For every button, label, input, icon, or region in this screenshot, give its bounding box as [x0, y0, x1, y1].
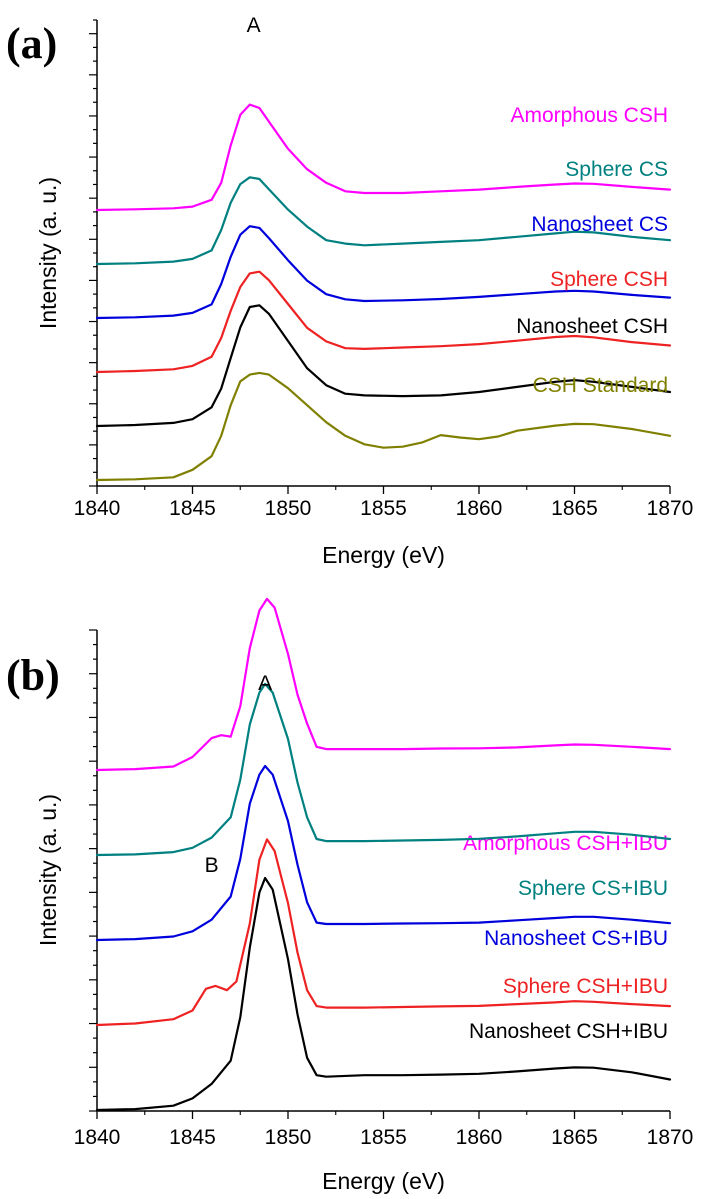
series-label: Sphere CSH [550, 268, 668, 291]
series-line-5 [95, 371, 672, 482]
series-label: Nanosheet CSH [516, 315, 668, 338]
series-label: Nanosheet CSH+IBU [469, 1020, 668, 1043]
series-line-2 [95, 225, 672, 320]
x-tick-label: 1855 [360, 1126, 407, 1149]
series-label: CSH Standard [533, 374, 668, 397]
series-label: Nanosheet CS [531, 213, 668, 236]
peak-annotation: B [205, 854, 219, 877]
x-tick-label: 1860 [456, 497, 503, 520]
series-line-4 [95, 304, 672, 428]
peak-annotation: A [258, 672, 272, 695]
series-line-4 [95, 876, 672, 1112]
series-line-1 [95, 176, 672, 266]
series-label: Amorphous CSH+IBU [463, 832, 668, 855]
x-tick-label: 1845 [169, 497, 216, 520]
series-label: Nanosheet CS+IBU [484, 927, 668, 950]
x-tick-label: 1840 [74, 497, 121, 520]
series-label: Amorphous CSH [510, 104, 668, 127]
series-label: Sphere CS+IBU [518, 877, 668, 900]
x-tick-label: 1865 [551, 1126, 598, 1149]
x-tick-label: 1855 [360, 497, 407, 520]
y-axis-title: Intensity (a. u.) [35, 177, 61, 329]
panel-label: (b) [6, 651, 60, 700]
panel-label: (a) [6, 19, 57, 68]
x-axis-title: Energy (eV) [322, 542, 445, 568]
series-line-1 [95, 682, 672, 857]
x-tick-label: 1870 [647, 1126, 694, 1149]
peak-annotation: A [247, 14, 261, 37]
x-tick-label: 1865 [551, 497, 598, 520]
y-axis-title: Intensity (a. u.) [35, 794, 61, 946]
x-tick-label: 1845 [169, 1126, 216, 1149]
x-tick-label: 1870 [647, 497, 694, 520]
series-line-0 [95, 597, 672, 772]
x-axis-title: Energy (eV) [322, 1168, 445, 1194]
x-tick-label: 1860 [456, 1126, 503, 1149]
series-label: Sphere CS [565, 158, 668, 181]
x-tick-label: 1850 [265, 1126, 312, 1149]
series-line-3 [95, 838, 672, 1027]
x-tick-label: 1850 [265, 497, 312, 520]
series-line-2 [95, 764, 672, 942]
series-line-3 [95, 270, 672, 374]
series-line-0 [95, 103, 672, 212]
x-tick-label: 1840 [74, 1126, 121, 1149]
series-label: Sphere CSH+IBU [503, 975, 668, 998]
